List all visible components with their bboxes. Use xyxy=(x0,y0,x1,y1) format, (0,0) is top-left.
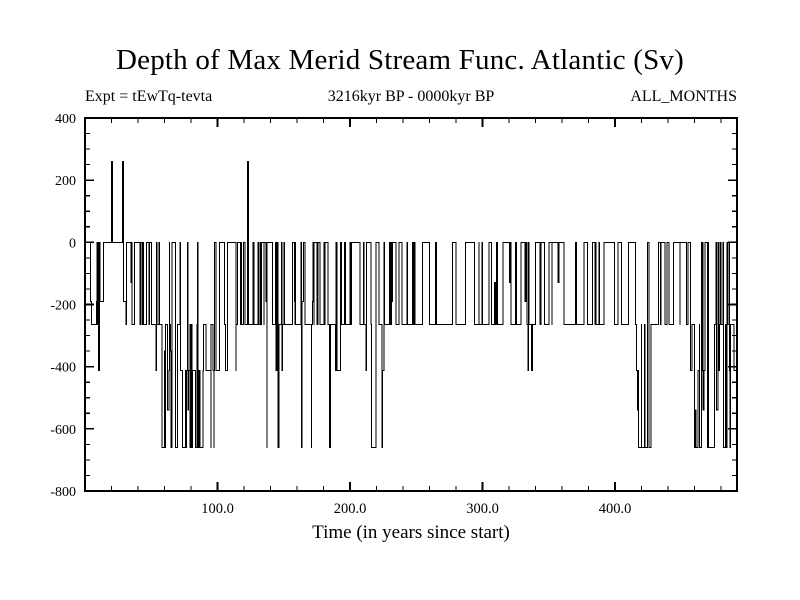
x-tick-label: 100.0 xyxy=(201,501,234,517)
experiment-label: Expt = tEwTq-tevta xyxy=(85,88,213,105)
x-tick-label: 200.0 xyxy=(334,501,367,517)
months-label: ALL_MONTHS xyxy=(630,88,737,105)
y-tick-label: 400 xyxy=(55,112,76,127)
chart-title: Depth of Max Merid Stream Func. Atlantic… xyxy=(116,44,684,76)
time-range-label: 3216kyr BP - 0000kyr BP xyxy=(327,88,495,105)
y-tick-label: -400 xyxy=(50,361,76,376)
y-tick-label: -600 xyxy=(50,423,76,438)
y-tick-label: 200 xyxy=(55,174,76,189)
x-tick-label: 400.0 xyxy=(599,501,632,517)
y-tick-label: -800 xyxy=(50,485,76,500)
y-tick-label: 0 xyxy=(69,236,76,251)
data-series-line xyxy=(85,161,737,448)
x-axis-title: Time (in years since start) xyxy=(312,522,510,543)
x-tick-label: 300.0 xyxy=(466,501,499,517)
y-tick-label: -200 xyxy=(50,299,76,314)
